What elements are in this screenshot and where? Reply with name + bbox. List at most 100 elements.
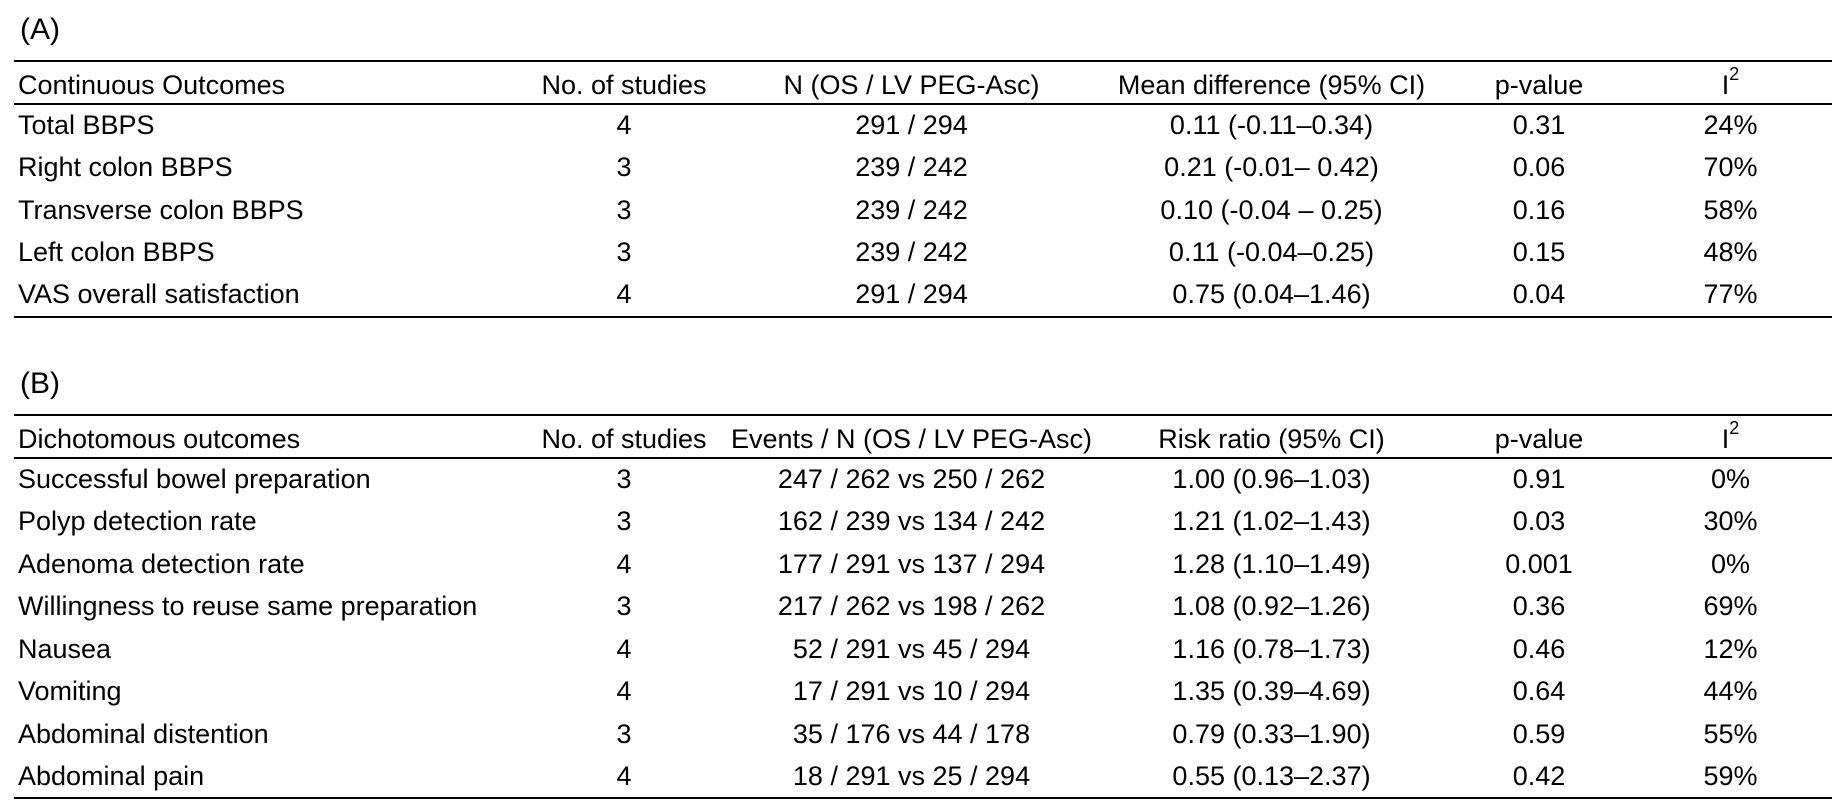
i2-cell: 77% [1629, 274, 1832, 318]
studies-cell: 4 [519, 274, 729, 318]
studies-cell: 3 [616, 718, 632, 749]
panel-b-label: (B) [20, 367, 60, 400]
header-i2-base: I [1721, 70, 1730, 100]
header-n: N (OS / LV PEG-Asc) [729, 60, 1094, 105]
i2-cell: 0% [1710, 548, 1751, 579]
i2-cell: 55% [1703, 718, 1758, 749]
n-cell: 239 / 242 [855, 194, 968, 225]
table-row: Transverse colon BBPS 3 239 / 242 0.10 (-0.… [14, 189, 1832, 232]
effect-cell: 1.00 (0.96–1.03) [1172, 464, 1371, 495]
dichotomous-outcomes-table: Dichotomous outcomes No. of studies Even… [14, 414, 1832, 799]
effect-cell: 1.08 (0.92–1.26) [1172, 591, 1371, 622]
p-value-cell: 0.59 [1512, 718, 1566, 749]
outcome-cell: VAS overall satisfaction [14, 274, 519, 318]
header-i2-superscript: 2 [1729, 64, 1740, 84]
header-p-value: p-value [1449, 60, 1629, 105]
table-header-row: Continuous Outcomes No. of studies N (OS… [14, 60, 1832, 105]
outcome-cell: Adenoma detection rate [18, 548, 305, 579]
table-body: Total BBPS 4 291 / 294 0.11 (-0.11–0.34) 0.3… [14, 104, 1832, 318]
n-cell: 247 / 262 vs 250 / 262 [777, 464, 1046, 495]
header-effect: Risk ratio (95% CI) [1094, 414, 1449, 459]
header-i2-superscript: 2 [1729, 418, 1740, 438]
table-row: Abdominal pain 4 18 / 291 vs 25 / 294 0.55 … [14, 755, 1832, 799]
effect-cell: 0.21 (-0.01– 0.42) [1164, 152, 1379, 183]
n-cell: 35 / 176 vs 44 / 178 [792, 718, 1031, 749]
i2-cell: 59% [1629, 755, 1832, 799]
i2-cell: 48% [1703, 237, 1758, 268]
header-i2: I2 [1629, 414, 1832, 459]
effect-cell: 0.10 (-0.04 – 0.25) [1160, 194, 1383, 225]
studies-cell: 3 [616, 152, 632, 183]
p-value-cell: 0.91 [1512, 464, 1566, 495]
n-cell: 177 / 291 vs 137 / 294 [777, 548, 1046, 579]
table-row: Adenoma detection rate 4 177 / 291 vs 137 … [14, 543, 1832, 586]
table-row: Successful bowel preparation 3 247 / 262 v… [14, 458, 1832, 501]
p-value-cell: 0.03 [1512, 506, 1566, 537]
effect-cell: 0.75 (0.04–1.46) [1094, 274, 1449, 318]
outcome-cell: Successful bowel preparation [18, 464, 371, 495]
studies-cell: 4 [616, 548, 632, 579]
effect-cell: 0.55 (0.13–2.37) [1094, 755, 1449, 799]
n-cell: 239 / 242 [855, 237, 968, 268]
studies-cell: 4 [616, 110, 632, 141]
effect-cell: 0.11 (-0.04–0.25) [1168, 237, 1375, 268]
studies-cell: 3 [616, 464, 632, 495]
studies-cell: 4 [616, 676, 632, 707]
i2-cell: 44% [1703, 676, 1758, 707]
p-value-cell: 0.16 [1512, 194, 1566, 225]
outcome-cell: Nausea [18, 633, 112, 664]
outcome-cell: Abdominal pain [14, 755, 519, 799]
header-no-of-studies: No. of studies [519, 414, 729, 459]
table-row: Nausea 4 52 / 291 vs 45 / 294 1.16 (0.78–1.… [14, 628, 1832, 671]
i2-cell: 70% [1703, 152, 1758, 183]
header-events-n: Events / N (OS / LV PEG-Asc) [729, 414, 1094, 459]
outcome-cell: Total BBPS [18, 110, 155, 141]
header-i2-base: I [1721, 424, 1730, 454]
p-value-cell: 0.31 [1512, 110, 1566, 141]
p-value-cell: 0.42 [1449, 755, 1629, 799]
table-row: Abdominal distention 3 35 / 176 vs 44 / 17… [14, 713, 1832, 756]
outcome-cell: Transverse colon BBPS [18, 194, 304, 225]
effect-cell: 0.79 (0.33–1.90) [1172, 718, 1371, 749]
n-cell: 18 / 291 vs 25 / 294 [729, 755, 1094, 799]
i2-cell: 12% [1703, 633, 1758, 664]
n-cell: 239 / 242 [855, 152, 968, 183]
i2-cell: 58% [1703, 194, 1758, 225]
studies-cell: 3 [616, 237, 632, 268]
i2-cell: 69% [1703, 591, 1758, 622]
outcome-cell: Left colon BBPS [18, 237, 215, 268]
p-value-cell: 0.04 [1449, 274, 1629, 318]
n-cell: 162 / 239 vs 134 / 242 [777, 506, 1046, 537]
header-outcome: Dichotomous outcomes [14, 414, 519, 459]
n-cell: 217 / 262 vs 198 / 262 [777, 591, 1046, 622]
panel-a-label: (A) [20, 13, 60, 46]
p-value-cell: 0.15 [1512, 237, 1566, 268]
table-row: Willingness to reuse same preparation 3 21… [14, 586, 1832, 629]
table-row: Left colon BBPS 3 239 / 242 0.11 (-0.04–0.2… [14, 232, 1832, 275]
studies-cell: 4 [519, 755, 729, 799]
i2-cell: 30% [1703, 506, 1758, 537]
studies-cell: 4 [616, 633, 632, 664]
table-row: Vomiting 4 17 / 291 vs 10 / 294 1.35 (0.39–… [14, 671, 1832, 714]
outcome-cell: Vomiting [18, 676, 122, 707]
i2-cell: 24% [1703, 110, 1758, 141]
n-cell: 291 / 294 [855, 110, 968, 141]
header-outcome: Continuous Outcomes [14, 60, 519, 105]
header-p-value: p-value [1449, 414, 1629, 459]
p-value-cell: 0.001 [1505, 548, 1573, 579]
effect-cell: 1.21 (1.02–1.43) [1172, 506, 1371, 537]
table-row: Right colon BBPS 3 239 / 242 0.21 (-0.01– 0… [14, 147, 1832, 190]
i2-cell: 0% [1710, 464, 1751, 495]
outcome-cell: Abdominal distention [18, 718, 269, 749]
table-header-row: Dichotomous outcomes No. of studies Even… [14, 414, 1832, 459]
continuous-outcomes-table: Continuous Outcomes No. of studies N (OS… [14, 60, 1832, 318]
outcome-cell: Willingness to reuse same preparation [18, 591, 478, 622]
effect-cell: 1.16 (0.78–1.73) [1172, 633, 1371, 664]
studies-cell: 3 [616, 591, 632, 622]
p-value-cell: 0.46 [1512, 633, 1566, 664]
table-row: Total BBPS 4 291 / 294 0.11 (-0.11–0.34) 0.3… [14, 104, 1832, 147]
outcome-cell: Polyp detection rate [18, 506, 257, 537]
studies-cell: 3 [616, 506, 632, 537]
p-value-cell: 0.36 [1512, 591, 1566, 622]
p-value-cell: 0.06 [1512, 152, 1566, 183]
